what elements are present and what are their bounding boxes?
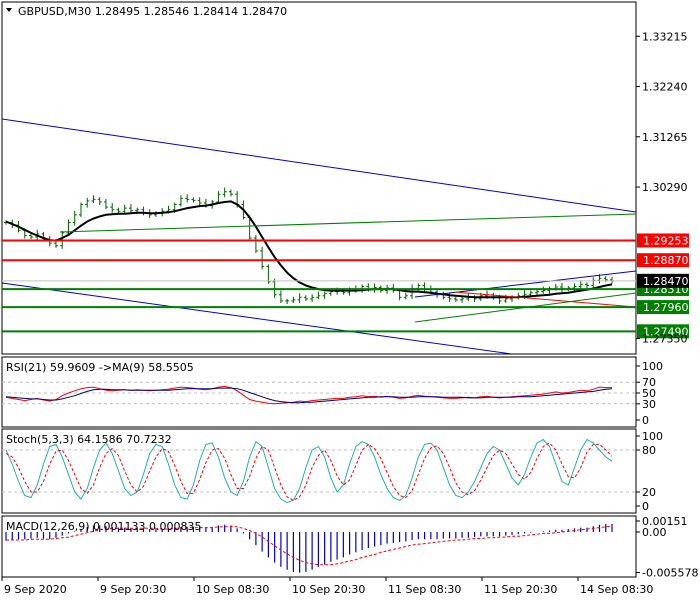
macd-axis-tick-label: -0.005578 [642, 566, 698, 579]
channel-line-green[interactable] [59, 213, 636, 233]
time-axis-label: 9 Sep 2020 [4, 583, 67, 596]
rsi-ma-line[interactable] [5, 387, 613, 404]
level-price-tag [637, 253, 689, 268]
stochastic-panel[interactable] [1, 428, 637, 514]
time-axis-label: 10 Sep 20:30 [292, 583, 365, 596]
stoch-signal-line[interactable] [5, 442, 613, 501]
level-price-tag [637, 300, 689, 315]
rsi-axis-tick-label: 50 [642, 387, 656, 400]
stoch-main-line[interactable] [5, 438, 613, 504]
level-price-tag [637, 324, 689, 339]
rsi-axis-tick-label: 30 [642, 398, 656, 411]
stoch-axis-tick-label: 80 [642, 444, 656, 457]
time-axis-label: 11 Sep 08:30 [388, 583, 461, 596]
level-price-label: 1.27490 [643, 325, 689, 338]
price-axis-tick-label: 1.27350 [642, 333, 688, 346]
trendline-lower-blue[interactable] [2, 282, 513, 354]
time-axis-label: 9 Sep 20:30 [100, 583, 166, 596]
rsi-axis-tick-label: 70 [642, 376, 656, 389]
level-price-tag [637, 273, 689, 288]
time-axis-label: 14 Sep 08:30 [580, 583, 653, 596]
collapse-triangle-icon[interactable] [6, 8, 12, 12]
price-axis-tick-label: 1.32240 [642, 81, 688, 94]
stoch-axis-tick-label: 100 [642, 430, 663, 443]
level-price-label: 1.27960 [643, 301, 689, 314]
level-price-label: 1.29253 [643, 234, 689, 247]
macd-title: MACD(12,26,9) 0.001133 0.000835 [6, 520, 202, 533]
time-axis-label: 10 Sep 08:30 [196, 583, 269, 596]
moving-average-line-bold [5, 200, 613, 299]
price-axis-tick-label: 1.31265 [642, 131, 688, 144]
macd-signal-line[interactable] [6, 525, 613, 566]
stochastic-title: Stoch(5,3,3) 64.1586 70.7232 [6, 433, 172, 446]
price-chart-title: GBPUSD,M30 1.28495 1.28546 1.28414 1.284… [18, 5, 287, 18]
wedge-line-blue[interactable] [414, 270, 636, 298]
stoch-axis-tick-label: 20 [642, 486, 656, 499]
rsi-title: RSI(21) 59.9609 ->MA(9) 58.5505 [6, 361, 194, 374]
rsi-panel[interactable] [1, 356, 637, 428]
price-axis-tick-label: 1.30290 [642, 181, 688, 194]
macd-axis-tick-label: 0.00 [642, 526, 667, 539]
price-panel[interactable] [1, 1, 637, 355]
level-price-label: 1.28870 [643, 254, 689, 267]
rsi-axis-tick-label: 0 [642, 414, 649, 427]
level-price-tag [637, 233, 689, 248]
macd-axis-tick-label: 0.00151 [642, 515, 688, 528]
trendline-upper-blue[interactable] [2, 118, 636, 213]
time-axis-label: 11 Sep 20:30 [484, 583, 557, 596]
macd-panel[interactable] [1, 515, 637, 578]
rsi-axis-tick-label: 100 [642, 360, 663, 373]
level-price-label: 1.28470 [643, 275, 689, 288]
stoch-axis-tick-label: 0 [642, 500, 649, 513]
triangle-line-red[interactable] [454, 291, 636, 308]
price-axis-tick-label: 1.33215 [642, 30, 688, 43]
